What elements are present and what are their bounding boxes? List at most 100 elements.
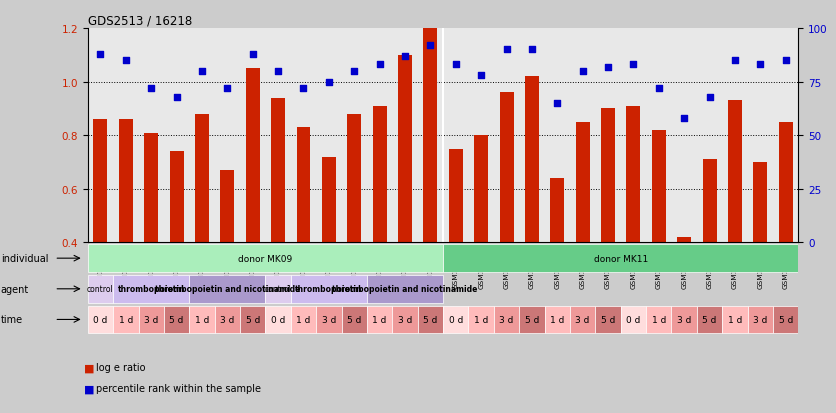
Point bbox=[652, 85, 665, 92]
Bar bbox=[189, 306, 215, 333]
Bar bbox=[550, 179, 564, 243]
Text: 3 d: 3 d bbox=[144, 315, 158, 324]
Bar bbox=[164, 306, 189, 333]
Bar bbox=[88, 306, 113, 333]
Bar bbox=[702, 160, 716, 243]
Bar bbox=[291, 275, 367, 303]
Point bbox=[170, 94, 183, 101]
Point bbox=[551, 100, 564, 107]
Text: individual: individual bbox=[1, 254, 48, 263]
Point bbox=[145, 85, 158, 92]
Bar bbox=[646, 306, 671, 333]
Bar bbox=[747, 306, 773, 333]
Point bbox=[753, 62, 767, 69]
Text: 1 d: 1 d bbox=[474, 315, 488, 324]
Bar bbox=[291, 306, 316, 333]
Bar bbox=[265, 306, 291, 333]
Bar bbox=[297, 128, 310, 243]
Text: ■: ■ bbox=[84, 383, 94, 393]
Bar bbox=[443, 306, 468, 333]
Text: 0 d: 0 d bbox=[271, 315, 285, 324]
Bar bbox=[113, 275, 189, 303]
Point bbox=[272, 69, 285, 75]
Point bbox=[525, 47, 538, 54]
Bar bbox=[728, 101, 742, 243]
Text: 3 d: 3 d bbox=[677, 315, 691, 324]
Bar bbox=[601, 109, 615, 243]
Bar bbox=[494, 306, 519, 333]
Text: log e ratio: log e ratio bbox=[96, 363, 145, 373]
Text: 5 d: 5 d bbox=[702, 315, 716, 324]
Bar bbox=[519, 306, 544, 333]
Bar bbox=[468, 306, 494, 333]
Text: thrombopoietin: thrombopoietin bbox=[118, 285, 185, 294]
Bar bbox=[221, 171, 234, 243]
Bar bbox=[88, 245, 443, 272]
Text: thrombopoietin and nicotinamide: thrombopoietin and nicotinamide bbox=[155, 285, 300, 294]
Point bbox=[627, 62, 640, 69]
Text: 5 d: 5 d bbox=[778, 315, 793, 324]
Text: 3 d: 3 d bbox=[499, 315, 513, 324]
Bar bbox=[189, 275, 265, 303]
Bar bbox=[145, 133, 158, 243]
Point bbox=[601, 64, 614, 71]
Bar bbox=[474, 136, 488, 243]
Text: 3 d: 3 d bbox=[575, 315, 590, 324]
Bar bbox=[265, 275, 291, 303]
Point bbox=[322, 79, 335, 85]
Bar bbox=[322, 157, 336, 243]
Text: 1 d: 1 d bbox=[651, 315, 666, 324]
Point bbox=[196, 69, 209, 75]
Text: donor MK11: donor MK11 bbox=[594, 254, 648, 263]
Point bbox=[475, 73, 488, 79]
Bar bbox=[94, 120, 108, 243]
Text: 3 d: 3 d bbox=[753, 315, 767, 324]
Bar bbox=[367, 275, 443, 303]
Bar bbox=[652, 131, 665, 243]
Text: GDS2513 / 16218: GDS2513 / 16218 bbox=[88, 15, 192, 28]
Text: thrombopoietin: thrombopoietin bbox=[295, 285, 363, 294]
Bar bbox=[398, 56, 412, 243]
Point bbox=[576, 69, 589, 75]
Text: 1 d: 1 d bbox=[550, 315, 564, 324]
Point bbox=[297, 85, 310, 92]
Bar bbox=[620, 306, 646, 333]
Text: 0 d: 0 d bbox=[94, 315, 108, 324]
Bar bbox=[373, 107, 386, 243]
Bar bbox=[271, 98, 285, 243]
Bar bbox=[215, 306, 240, 333]
Text: ■: ■ bbox=[84, 363, 94, 373]
Bar bbox=[500, 93, 513, 243]
Bar bbox=[195, 114, 209, 243]
Bar bbox=[139, 306, 164, 333]
Point bbox=[449, 62, 462, 69]
Text: percentile rank within the sample: percentile rank within the sample bbox=[96, 383, 261, 393]
Bar bbox=[671, 306, 697, 333]
Point bbox=[677, 116, 691, 122]
Text: 0 d: 0 d bbox=[626, 315, 640, 324]
Text: donor MK09: donor MK09 bbox=[238, 254, 293, 263]
Text: 5 d: 5 d bbox=[601, 315, 615, 324]
Bar bbox=[392, 306, 418, 333]
Text: time: time bbox=[1, 315, 23, 325]
Bar bbox=[449, 149, 463, 243]
Bar bbox=[170, 152, 184, 243]
Text: agent: agent bbox=[1, 284, 29, 294]
Text: 3 d: 3 d bbox=[398, 315, 412, 324]
Bar bbox=[595, 306, 620, 333]
Bar bbox=[570, 306, 595, 333]
Bar bbox=[773, 306, 798, 333]
Text: 5 d: 5 d bbox=[347, 315, 361, 324]
Text: 0 d: 0 d bbox=[449, 315, 463, 324]
Point bbox=[373, 62, 386, 69]
Text: 3 d: 3 d bbox=[322, 315, 336, 324]
Text: 1 d: 1 d bbox=[296, 315, 311, 324]
Bar bbox=[423, 29, 437, 243]
Point bbox=[703, 94, 716, 101]
Bar bbox=[722, 306, 747, 333]
Bar bbox=[342, 306, 367, 333]
Point bbox=[424, 43, 437, 49]
Text: 3 d: 3 d bbox=[220, 315, 235, 324]
Text: 5 d: 5 d bbox=[170, 315, 184, 324]
Text: 5 d: 5 d bbox=[246, 315, 260, 324]
